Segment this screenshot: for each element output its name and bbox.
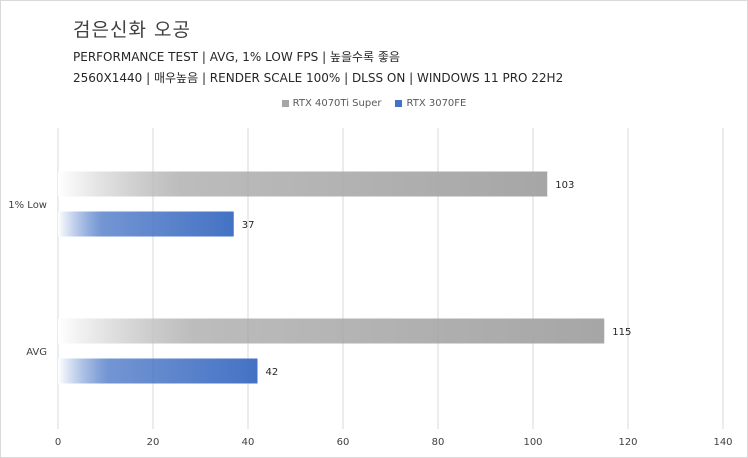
- x-tick-label: 140: [713, 437, 732, 448]
- x-tick-label: 80: [432, 437, 445, 448]
- data-label: 37: [242, 220, 255, 231]
- x-tick-label: 120: [618, 437, 637, 448]
- chart-subtitle-line-2: 2560X1440 | 매우높음 | RENDER SCALE 100% | D…: [73, 71, 564, 85]
- x-tick-label: 0: [55, 437, 61, 448]
- category-label: AVG: [26, 347, 47, 358]
- x-tick-label: 20: [147, 437, 160, 448]
- legend-label-series-2: RTX 3070FE: [406, 98, 467, 109]
- legend-item-series-2: RTX 3070FE: [395, 98, 466, 109]
- legend-swatch-series-2: [395, 100, 403, 107]
- bar-1-1: [58, 171, 548, 197]
- legend-label-series-1: RTX 4070Ti Super: [292, 98, 382, 109]
- x-tick-label: 100: [523, 437, 542, 448]
- data-label: 42: [266, 367, 279, 378]
- legend-swatch-series-1: [281, 100, 289, 107]
- x-tick-label: 60: [337, 437, 350, 448]
- chart-title: 검은신화 오공: [73, 19, 191, 41]
- legend-item-series-1: RTX 4070Ti Super: [281, 98, 382, 109]
- chart-legend: RTX 4070Ti Super RTX 3070FE: [1, 98, 747, 109]
- data-label: 115: [612, 327, 631, 338]
- category-label: 1% Low: [8, 200, 47, 211]
- data-label: 103: [555, 180, 574, 191]
- bar-2-2: [58, 358, 258, 384]
- chart-subtitle-line-1: PERFORMANCE TEST | AVG, 1% LOW FPS | 높을수…: [73, 50, 400, 64]
- bar-1-2: [58, 318, 605, 344]
- bar-2-1: [58, 211, 234, 237]
- x-tick-label: 40: [242, 437, 255, 448]
